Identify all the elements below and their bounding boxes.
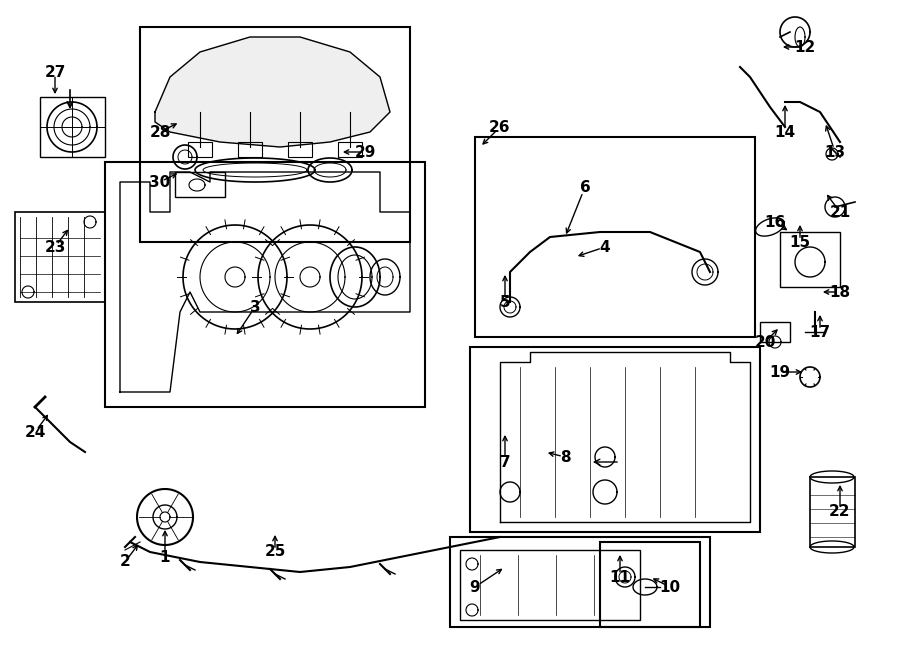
Bar [105,162,425,407]
Bar [760,322,790,342]
Text: 4: 4 [599,240,610,254]
Bar [460,550,640,620]
Bar [15,212,105,302]
Text: 24: 24 [24,424,46,440]
Text: 26: 26 [490,120,511,134]
Text: 2: 2 [120,555,130,569]
Text: 8: 8 [560,449,571,465]
Text: 25: 25 [265,545,285,559]
Bar [140,27,410,242]
Text: 11: 11 [609,569,631,585]
Bar [780,232,840,287]
Text: 16: 16 [764,214,786,230]
Text: 28: 28 [149,124,171,140]
Text: 22: 22 [829,504,850,520]
Bar [450,537,710,627]
Bar [600,542,700,627]
Text: 14: 14 [774,124,796,140]
Bar [238,142,262,157]
Text: 27: 27 [44,64,66,79]
Bar [288,142,312,157]
Text: 23: 23 [44,240,66,254]
Text: 1: 1 [160,549,170,565]
Polygon shape [155,37,390,147]
Bar [338,142,362,157]
Text: 20: 20 [754,334,776,350]
Text: 17: 17 [809,324,831,340]
Bar [188,142,212,157]
Bar [810,477,855,547]
Text: 6: 6 [580,179,590,195]
Text: 15: 15 [789,234,811,250]
Text: 30: 30 [149,175,171,189]
Text: 9: 9 [470,579,481,594]
Text: 12: 12 [795,40,815,54]
Text: 5: 5 [500,295,510,310]
Bar [470,347,760,532]
Bar [40,97,105,157]
Text: 3: 3 [249,299,260,314]
Bar [475,137,755,337]
Text: 13: 13 [824,144,846,160]
Bar [175,172,225,197]
Text: 19: 19 [770,365,790,379]
Text: 21: 21 [830,205,850,220]
Text: 10: 10 [660,579,680,594]
Text: 29: 29 [355,144,375,160]
Text: 7: 7 [500,455,510,469]
Text: 18: 18 [830,285,850,299]
